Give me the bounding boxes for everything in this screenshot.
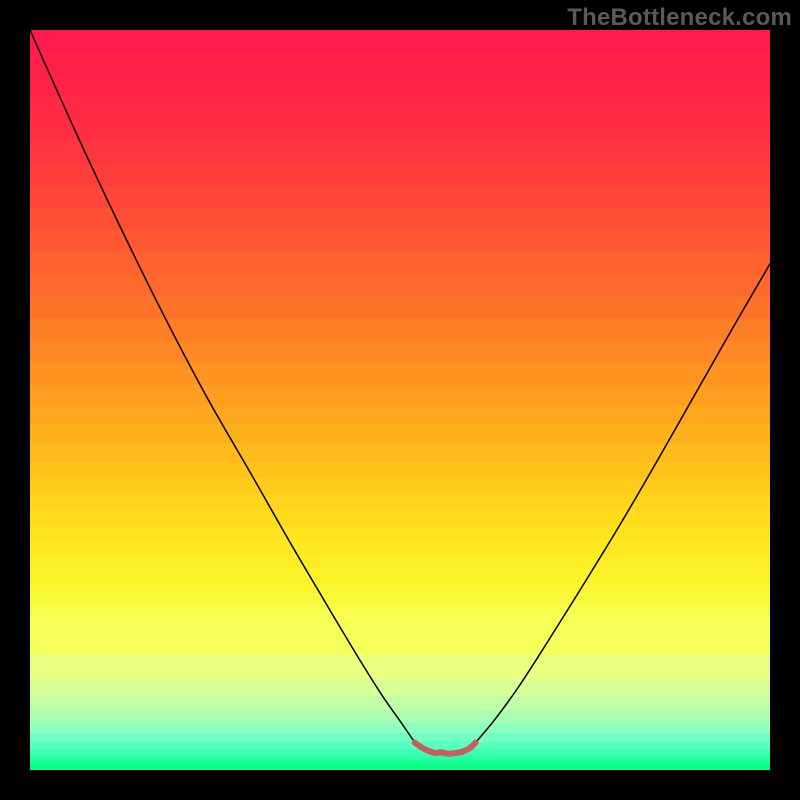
series-trough-connector-marker [433, 750, 439, 756]
series-trough-connector-marker [419, 745, 425, 751]
series-trough-connector-marker [438, 749, 444, 755]
chart-curve-overlay [30, 30, 770, 770]
series-trough-connector-marker [472, 740, 478, 746]
series-right-curve [475, 264, 770, 743]
watermark-text: TheBottleneck.com [567, 4, 792, 32]
series-trough-connector-marker [453, 750, 459, 756]
series-trough-connector-marker [467, 745, 473, 751]
series-trough-connector-marker [425, 748, 431, 754]
series-trough-connector-marker [445, 751, 451, 757]
chart-frame: TheBottleneck.com [0, 0, 800, 800]
series-trough-connector-marker [460, 749, 466, 755]
series-trough-connector-marker [412, 740, 418, 746]
series-left-curve [30, 30, 415, 743]
chart-plot-area [30, 30, 770, 770]
